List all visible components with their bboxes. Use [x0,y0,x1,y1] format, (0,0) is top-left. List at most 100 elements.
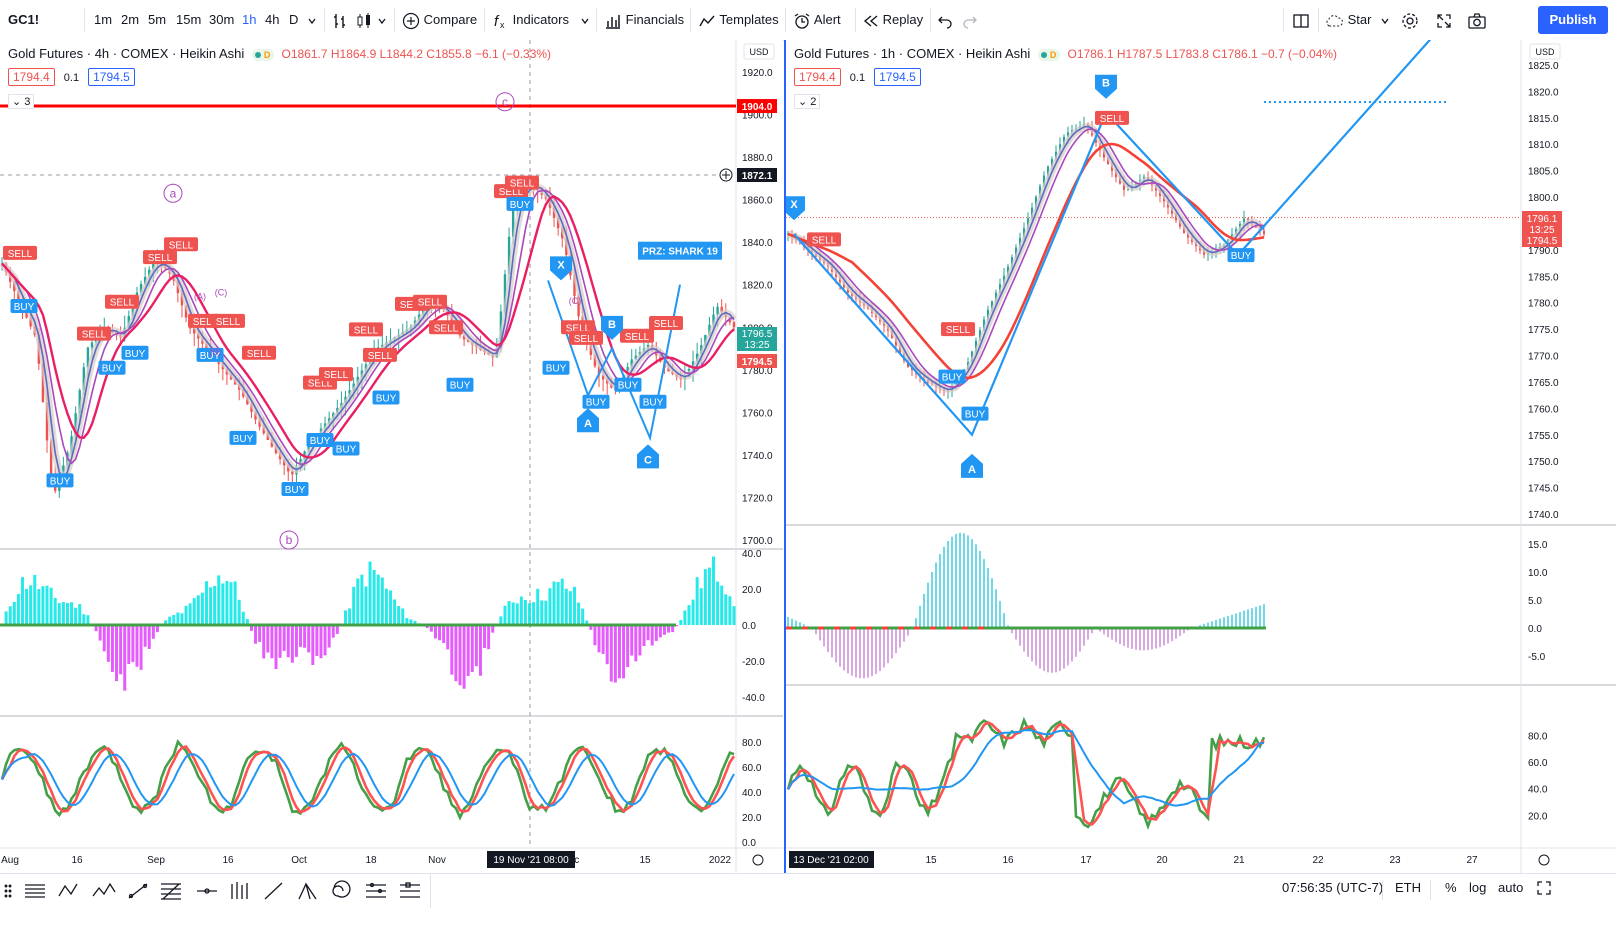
right-bid-price[interactable]: 1794.4 [794,68,841,86]
replay-button[interactable]: Replay [863,0,923,40]
axis-settings-icon [1539,855,1549,865]
camera-icon[interactable] [1467,0,1487,40]
templates-button[interactable]: Templates [698,0,779,40]
interval-1m[interactable]: 1m [94,0,112,40]
oscillator-bar [78,604,81,625]
oscillator-bar [479,625,482,676]
financials-button[interactable]: Financials [604,0,684,40]
compare-button[interactable]: Compare [402,0,477,40]
time-tick: Sep [147,855,165,866]
oscillator-bar [66,603,69,625]
oscillator-bar [287,625,290,657]
abcd-pattern-icon[interactable] [59,884,77,896]
oscillator-bar [438,625,441,640]
divider [930,8,931,32]
redo-icon[interactable] [962,0,978,40]
interval-1h[interactable]: 1h [242,0,256,40]
line-segment-icon[interactable] [265,883,282,899]
pitchfork-icon[interactable] [299,884,316,899]
oscillator-bar [716,582,719,625]
publish-button[interactable]: Publish [1538,6,1608,34]
pattern-point-c: C [644,454,652,466]
minor-wave-label: (B) [209,347,221,357]
interval-2m[interactable]: 2m [121,0,139,40]
oscillator-bar [1247,609,1249,628]
sell-signal: SELL [247,349,272,360]
oscillator-tick: 20.0 [742,585,762,596]
right-chart-canvas[interactable]: XABSELLSELLSELLBUYBUYBUY1825.01820.01815… [786,40,1616,873]
log-toggle[interactable]: log [1469,880,1486,895]
trend-line-icon[interactable] [129,884,147,898]
ribbon-band [788,127,1264,390]
expand-icon[interactable] [1536,880,1552,899]
interval-dropdown-icon[interactable] [307,0,317,40]
spiral-icon[interactable] [333,881,350,897]
right-indicator-collapse[interactable]: ⌄ 2 [794,94,820,109]
layout-icon[interactable] [1292,0,1310,40]
chart-type-dropdown-icon[interactable] [377,0,387,40]
right-chart-title: Gold Futures · 1h · COMEX · Heikin Ashi [794,46,1030,61]
clock-timezone[interactable]: 07:56:35 (UTC-7) [1282,880,1383,895]
interval-30m[interactable]: 30m [209,0,234,40]
interval-5m[interactable]: 5m [148,0,166,40]
session-button[interactable]: ETH [1395,880,1421,895]
settings-gear-icon[interactable] [1401,0,1419,40]
oscillator-bar [205,581,208,625]
template-tools-icon[interactable] [400,883,420,897]
left-ask-price[interactable]: 1794.5 [88,68,135,86]
star-dropdown-icon[interactable] [1380,0,1390,40]
oscillator-bar [463,625,466,689]
auto-toggle[interactable]: auto [1498,880,1523,895]
undo-icon[interactable] [937,0,953,40]
alert-button[interactable]: Alert [793,0,841,40]
buy-signal: BUY [586,398,607,409]
measure-icon[interactable] [366,884,386,898]
symbol-search[interactable]: GC1! [8,0,39,40]
interval-15m[interactable]: 15m [176,0,201,40]
oscillator-bar [835,628,837,662]
percent-toggle[interactable]: % [1445,880,1457,895]
left-spread: 0.1 [64,72,79,84]
oscillator-bar [1243,611,1245,628]
oscillator-bar [528,603,531,625]
bar-style-icon[interactable] [332,0,348,40]
oscillator-tick: -5.0 [1528,652,1546,663]
moving-average-purple [788,129,1264,387]
sell-signal: SELL [946,325,971,336]
oscillator-bar [13,602,16,625]
candle-body [733,322,735,327]
right-ask-price[interactable]: 1794.5 [874,68,921,86]
interval-4h[interactable]: 4h [265,0,279,40]
oscillator-bar [610,625,613,682]
candles-icon[interactable] [356,0,372,40]
long-position-icon[interactable] [232,882,247,899]
lines-tool-icon[interactable] [25,885,45,897]
oscillator-bar [17,594,20,625]
oscillator-bar [230,582,233,625]
oscillator-bar [544,601,547,625]
oscillator-bar [291,625,294,663]
fullscreen-icon[interactable] [1435,0,1453,40]
rsi-tick: 60.0 [1528,758,1548,769]
indicators-dropdown-icon[interactable] [580,0,590,40]
price-tick: 1815.0 [1528,114,1559,125]
left-indicator-collapse[interactable]: ⌄ 3 [8,94,34,109]
oscillator-bar [74,608,77,625]
fib-icon[interactable] [161,884,181,899]
buy-signal: BUY [1231,251,1252,262]
countdown-tag: 13:25 [744,340,769,351]
xabcd-pattern-icon[interactable] [93,884,115,896]
horizontal-ray-icon[interactable] [197,889,217,893]
oscillator-bar [1083,628,1085,646]
left-chart-canvas[interactable]: SELLSELLSELLSELLSELLSELLSELLSELLSELLSELL… [0,40,783,873]
oscillator-bar [459,625,462,685]
oscillator-bar [180,613,183,625]
left-bid-price[interactable]: 1794.4 [8,68,55,86]
star-button[interactable]: Star [1324,0,1371,40]
interval-d[interactable]: D [289,0,298,40]
grip-icon[interactable] [5,885,11,897]
oscillator-bar [1143,628,1145,650]
